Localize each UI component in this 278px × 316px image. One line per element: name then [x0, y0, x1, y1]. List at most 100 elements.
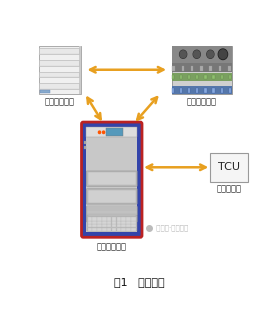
FancyBboxPatch shape — [204, 88, 207, 93]
FancyBboxPatch shape — [116, 224, 121, 228]
FancyBboxPatch shape — [102, 221, 107, 224]
FancyBboxPatch shape — [84, 146, 86, 149]
FancyBboxPatch shape — [88, 228, 92, 231]
FancyBboxPatch shape — [172, 88, 174, 93]
FancyBboxPatch shape — [102, 224, 107, 228]
FancyBboxPatch shape — [112, 228, 116, 231]
Circle shape — [180, 50, 187, 58]
FancyBboxPatch shape — [88, 224, 92, 228]
Text: 公众号·齿轮传动: 公众号·齿轮传动 — [154, 224, 188, 231]
FancyBboxPatch shape — [97, 224, 102, 228]
FancyBboxPatch shape — [107, 217, 111, 221]
FancyBboxPatch shape — [84, 141, 86, 144]
FancyBboxPatch shape — [39, 71, 79, 77]
FancyBboxPatch shape — [116, 221, 121, 224]
FancyBboxPatch shape — [87, 216, 137, 231]
FancyBboxPatch shape — [121, 228, 126, 231]
FancyBboxPatch shape — [200, 65, 203, 70]
FancyBboxPatch shape — [88, 221, 92, 224]
Circle shape — [194, 51, 200, 58]
FancyBboxPatch shape — [188, 88, 190, 93]
FancyBboxPatch shape — [112, 221, 116, 224]
FancyBboxPatch shape — [92, 217, 97, 221]
FancyBboxPatch shape — [88, 217, 92, 221]
FancyBboxPatch shape — [102, 228, 107, 231]
FancyBboxPatch shape — [126, 221, 131, 224]
FancyBboxPatch shape — [229, 88, 231, 93]
FancyBboxPatch shape — [92, 221, 97, 224]
FancyBboxPatch shape — [212, 75, 215, 80]
FancyBboxPatch shape — [188, 75, 190, 80]
FancyBboxPatch shape — [172, 64, 232, 72]
FancyBboxPatch shape — [229, 75, 231, 80]
FancyBboxPatch shape — [88, 172, 136, 185]
FancyBboxPatch shape — [209, 65, 212, 70]
FancyBboxPatch shape — [88, 190, 136, 203]
FancyBboxPatch shape — [40, 90, 49, 93]
FancyBboxPatch shape — [121, 221, 126, 224]
FancyBboxPatch shape — [212, 88, 215, 93]
FancyBboxPatch shape — [86, 127, 137, 232]
FancyBboxPatch shape — [81, 122, 142, 237]
FancyBboxPatch shape — [180, 88, 182, 93]
Circle shape — [207, 51, 214, 58]
FancyBboxPatch shape — [87, 206, 137, 215]
FancyBboxPatch shape — [196, 75, 198, 80]
Text: 仿真硬件平台: 仿真硬件平台 — [97, 242, 127, 251]
FancyBboxPatch shape — [172, 46, 232, 63]
Circle shape — [207, 50, 214, 58]
FancyBboxPatch shape — [172, 65, 175, 70]
FancyBboxPatch shape — [112, 217, 116, 221]
FancyBboxPatch shape — [126, 228, 131, 231]
Text: 试险管理软件: 试险管理软件 — [187, 97, 217, 106]
Circle shape — [193, 50, 200, 58]
FancyBboxPatch shape — [210, 153, 248, 182]
FancyBboxPatch shape — [172, 46, 232, 94]
Circle shape — [218, 49, 228, 59]
FancyBboxPatch shape — [191, 65, 193, 70]
FancyBboxPatch shape — [131, 228, 136, 231]
FancyBboxPatch shape — [106, 128, 123, 136]
FancyBboxPatch shape — [102, 217, 107, 221]
Text: 待测控制器: 待测控制器 — [216, 184, 241, 193]
FancyBboxPatch shape — [131, 224, 136, 228]
FancyBboxPatch shape — [172, 73, 232, 81]
FancyBboxPatch shape — [39, 83, 79, 89]
FancyBboxPatch shape — [116, 228, 121, 231]
FancyBboxPatch shape — [97, 221, 102, 224]
Text: TCU: TCU — [218, 162, 240, 172]
FancyBboxPatch shape — [126, 224, 131, 228]
FancyBboxPatch shape — [116, 217, 121, 221]
Circle shape — [98, 131, 101, 134]
FancyBboxPatch shape — [131, 221, 136, 224]
FancyBboxPatch shape — [39, 46, 81, 94]
FancyBboxPatch shape — [172, 86, 232, 94]
FancyBboxPatch shape — [126, 217, 131, 221]
FancyBboxPatch shape — [86, 207, 137, 222]
FancyBboxPatch shape — [107, 221, 111, 224]
Circle shape — [103, 131, 105, 134]
FancyBboxPatch shape — [92, 228, 97, 231]
FancyBboxPatch shape — [131, 217, 136, 221]
FancyBboxPatch shape — [86, 171, 137, 186]
FancyBboxPatch shape — [107, 228, 111, 231]
FancyBboxPatch shape — [121, 217, 126, 221]
FancyBboxPatch shape — [39, 60, 79, 66]
FancyBboxPatch shape — [86, 189, 137, 204]
FancyBboxPatch shape — [107, 224, 111, 228]
FancyBboxPatch shape — [92, 224, 97, 228]
Circle shape — [219, 50, 227, 58]
Text: 图1   测试系统: 图1 测试系统 — [114, 277, 164, 287]
FancyBboxPatch shape — [220, 75, 223, 80]
FancyBboxPatch shape — [88, 208, 136, 221]
FancyBboxPatch shape — [79, 46, 81, 94]
FancyBboxPatch shape — [196, 88, 198, 93]
FancyBboxPatch shape — [182, 65, 184, 70]
FancyBboxPatch shape — [97, 228, 102, 231]
FancyBboxPatch shape — [219, 65, 221, 70]
FancyBboxPatch shape — [204, 75, 207, 80]
FancyBboxPatch shape — [121, 224, 126, 228]
FancyBboxPatch shape — [220, 88, 223, 93]
FancyBboxPatch shape — [228, 65, 230, 70]
FancyBboxPatch shape — [97, 217, 102, 221]
